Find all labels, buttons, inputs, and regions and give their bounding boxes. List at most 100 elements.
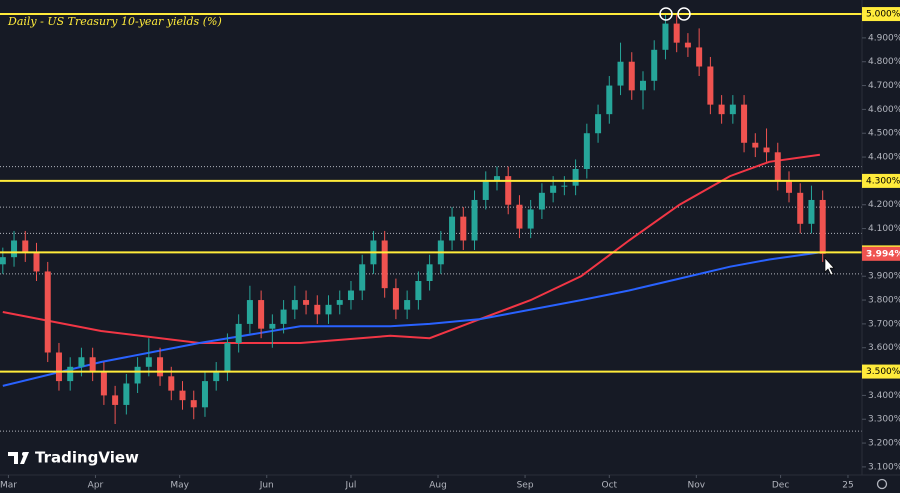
y-tick-label: 4.700%: [868, 81, 900, 91]
y-tick-label: 4.800%: [868, 57, 900, 67]
candle-body: [550, 185, 557, 193]
candle-body: [527, 209, 534, 229]
x-tick-label: Jul: [345, 481, 357, 491]
candle-body: [190, 400, 197, 408]
candle-body: [774, 152, 781, 181]
candle-body: [392, 288, 399, 310]
candle-body: [44, 271, 51, 353]
y-tick-label: 3.900%: [868, 272, 900, 282]
candle-body: [763, 147, 770, 153]
candle-body: [179, 390, 186, 401]
candle-body: [235, 323, 242, 343]
candle-body: [100, 371, 107, 396]
candle-body: [572, 168, 579, 186]
x-tick-label: Sep: [517, 481, 534, 491]
candle-body: [157, 357, 164, 377]
level-label-box: [862, 173, 900, 188]
candle-body: [381, 240, 388, 289]
candle-body: [325, 304, 332, 315]
candle-body: [696, 47, 703, 67]
y-tick-label: 4.400%: [868, 153, 900, 163]
moving-average-line: [2, 251, 821, 387]
candle-body: [505, 176, 512, 205]
y-tick-label: 3.800%: [868, 296, 900, 306]
candle-body: [303, 300, 310, 305]
candle-body: [426, 264, 433, 281]
candle-body: [741, 104, 748, 143]
x-tick-label: Jun: [259, 481, 274, 491]
candle-body: [213, 371, 220, 382]
annotation-circle: [659, 7, 673, 21]
last-price-box: [862, 246, 900, 261]
candle-body: [134, 366, 141, 384]
y-tick-label: 3.200%: [868, 439, 900, 449]
y-tick-label: 4.600%: [868, 105, 900, 115]
candle-body: [673, 23, 680, 43]
level-label-box: [862, 364, 900, 379]
level-label: 5.000%: [866, 10, 900, 20]
annotation-circle: [677, 7, 691, 21]
candle-body: [415, 280, 422, 301]
candle-body: [291, 300, 298, 310]
candle-body: [55, 352, 62, 382]
y-tick-label: 3.700%: [868, 319, 900, 329]
candle-body: [808, 199, 815, 224]
logo: TradingView: [8, 449, 139, 467]
candle-body: [112, 395, 119, 405]
candle-body: [583, 133, 590, 169]
candle-body: [797, 192, 804, 224]
candle-body: [280, 309, 287, 324]
candle-body: [651, 49, 658, 81]
candle-body: [336, 300, 343, 305]
y-tick-label: 4.100%: [868, 224, 900, 234]
x-tick-label: 25: [842, 481, 853, 491]
candle-body: [617, 61, 624, 86]
settings-icon-ring[interactable]: [876, 478, 888, 490]
x-tick-label: May: [170, 481, 189, 491]
x-tick-label: Oct: [602, 481, 618, 491]
plot-area: [0, 13, 862, 432]
y-tick-label: 3.600%: [868, 343, 900, 353]
last-price-label: 3.994%: [866, 249, 900, 259]
candle-body: [246, 300, 253, 324]
level-label: 4.300%: [866, 176, 900, 186]
y-tick-label: 3.400%: [868, 391, 900, 401]
x-tick-label: Apr: [88, 481, 104, 491]
chart-title: Daily - US Treasury 10-year yields (%): [7, 15, 222, 28]
candle-body: [78, 357, 85, 367]
candle-body: [11, 240, 18, 258]
level-label-box: [862, 7, 900, 22]
y-tick-label: 3.300%: [868, 415, 900, 425]
candle-body: [67, 366, 74, 382]
candle-body: [606, 85, 613, 115]
logo-mark: [22, 452, 26, 456]
candle-body: [752, 142, 759, 148]
candle-body: [785, 180, 792, 193]
candle-body: [471, 199, 478, 241]
settings-icon[interactable]: [876, 478, 888, 490]
y-tick-label: 4.200%: [868, 200, 900, 210]
x-tick-label: Mar: [0, 481, 17, 491]
candle-body: [718, 104, 725, 115]
candle-body: [258, 300, 265, 329]
candle-body: [819, 199, 826, 254]
candle-body: [269, 323, 276, 329]
candle-body: [404, 300, 411, 310]
candle-body: [89, 357, 96, 372]
candle-body: [729, 104, 736, 115]
candle-body: [538, 192, 545, 210]
candle-body: [628, 61, 635, 91]
y-tick-label: 4.900%: [868, 33, 900, 43]
candle-body: [347, 290, 354, 301]
candle-body: [662, 23, 669, 50]
x-tick-label: Aug: [429, 481, 447, 491]
candle-body: [639, 80, 646, 91]
candle-body: [314, 304, 321, 315]
candle-body: [561, 185, 568, 187]
candle-body: [707, 66, 714, 105]
candle-body: [684, 42, 691, 48]
x-tick-label: Nov: [688, 481, 706, 491]
